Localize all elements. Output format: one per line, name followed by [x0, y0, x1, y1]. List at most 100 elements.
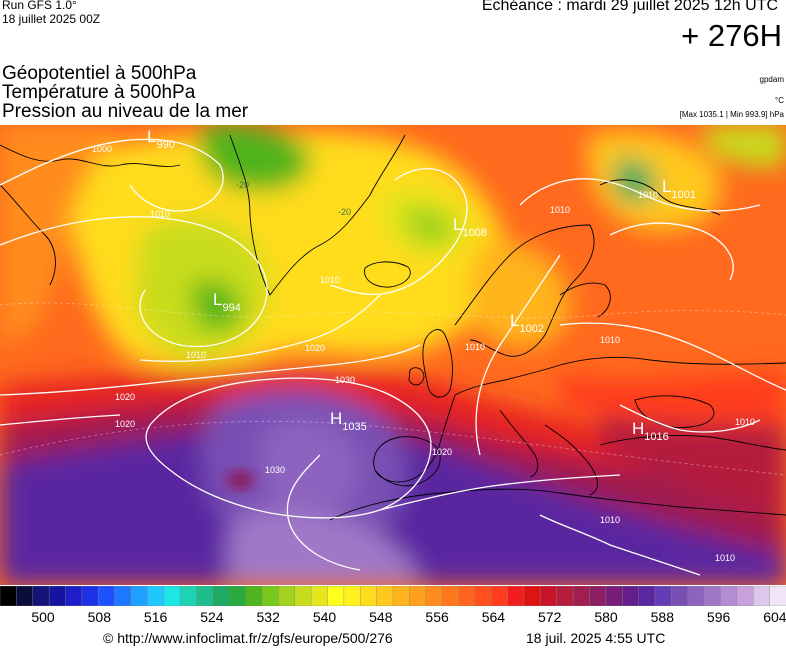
isobar-label: 1010 [638, 190, 658, 200]
scale-swatch [605, 586, 623, 606]
scale-swatch [81, 586, 99, 606]
isobar-label: 1010 [600, 335, 620, 345]
isobar-label: 1020 [115, 392, 135, 402]
temperature-label: -20 [236, 180, 249, 190]
scale-swatch [294, 586, 312, 606]
scale-swatch [392, 586, 411, 606]
scale-swatch [196, 586, 214, 606]
scale-swatch [114, 586, 132, 606]
scale-swatch [507, 586, 525, 606]
scale-swatch [261, 586, 280, 606]
echeance-label: Échéance : mardi 29 juillet 2025 12h UTC [481, 0, 778, 14]
scale-labels: 500 508 516 524 532 540 548 556 564 572 580 588 596 6… [0, 609, 786, 627]
scale-swatch [310, 586, 329, 606]
low-center-4: L1001 [662, 177, 696, 201]
scale-swatch [654, 586, 673, 606]
scale-swatch [491, 586, 509, 606]
isobar-label: 1010 [465, 342, 485, 352]
lead-time: + 276H [681, 18, 782, 53]
scale-swatch [441, 586, 460, 606]
scale-swatch [163, 586, 181, 606]
scale-swatch [458, 586, 476, 606]
scale-swatch [703, 586, 722, 606]
unit-celsius: °C [775, 96, 784, 105]
scale-swatch [425, 586, 443, 606]
scale-swatch [572, 586, 591, 606]
max-min-pressure: [Max 1035.1 | Min 993.9] hPa [679, 110, 784, 119]
source-url: © http://www.infoclimat.fr/z/gfs/europe/… [103, 630, 393, 646]
isobar-label: 1020 [432, 447, 452, 457]
scale-label: 548 [369, 609, 393, 625]
isobar-label: 1010 [320, 275, 340, 285]
scale-swatch [556, 586, 574, 606]
scale-swatch [671, 586, 689, 606]
scale-swatch [98, 586, 116, 606]
color-scale [0, 586, 786, 606]
isobar-label: 1010 [550, 205, 570, 215]
low-center-5: L1002 [510, 311, 544, 335]
high-center-2: H1016 [632, 419, 669, 443]
title-geopotential: Géopotentiel à 500hPa [2, 63, 197, 84]
scale-swatch [474, 586, 492, 606]
isobar-label: 1000 [92, 144, 112, 154]
scale-swatch [245, 586, 263, 606]
run-label: Run GFS 1.0° [2, 0, 77, 12]
isobar-label: 1010 [600, 515, 620, 525]
title-temperature: Température à 500hPa [2, 82, 196, 103]
scale-label: 500 [31, 609, 55, 625]
scale-swatch [16, 586, 34, 606]
scale-swatch [48, 586, 67, 606]
isobar-label: 1020 [305, 343, 325, 353]
scale-swatch [179, 586, 198, 606]
scale-label: 588 [650, 609, 674, 625]
scale-swatch [540, 586, 558, 606]
isobar-label: 1010 [735, 417, 755, 427]
isobar-label: 1010 [186, 350, 206, 360]
high-center-1: H1035 [330, 409, 367, 433]
isobar-label: 1030 [265, 465, 285, 475]
title-pressure: Pression au niveau de la mer [2, 101, 249, 122]
scale-swatch [376, 586, 394, 606]
scale-swatch [130, 586, 149, 606]
scale-swatch [32, 586, 50, 606]
scale-label: 596 [706, 609, 731, 625]
isobar-label: 1030 [335, 375, 355, 385]
scale-swatch [589, 586, 607, 606]
scale-swatch [147, 586, 165, 606]
scale-swatch [720, 586, 738, 606]
low-center-3: L994 [213, 290, 241, 314]
scale-swatch [409, 586, 427, 606]
scale-swatch [0, 586, 18, 606]
scale-label: 532 [256, 609, 280, 625]
scale-label: 580 [594, 609, 618, 625]
scale-swatch [523, 586, 542, 606]
forecast-map: H1035 H1016 L990 L1008 L994 L1001 L1002 … [0, 125, 786, 585]
scale-swatch [622, 586, 640, 606]
scale-label: 564 [481, 609, 506, 625]
scale-swatch [360, 586, 378, 606]
low-center-2: L1008 [453, 215, 487, 239]
scale-swatch [343, 586, 361, 606]
scale-swatch [327, 586, 345, 606]
scale-label: 604 [763, 609, 786, 625]
scale-label: 556 [425, 609, 449, 625]
scale-swatch [736, 586, 754, 606]
scale-label: 508 [87, 609, 111, 625]
temperature-label: -20 [338, 207, 351, 217]
isobar-label: 1020 [115, 419, 135, 429]
scale-swatch [638, 586, 656, 606]
scale-label: 572 [538, 609, 562, 625]
scale-swatch [212, 586, 230, 606]
scale-swatch [229, 586, 247, 606]
scale-swatch [687, 586, 705, 606]
scale-label: 516 [143, 609, 168, 625]
scale-label: 524 [200, 609, 224, 625]
issue-date: 18 juil. 2025 4:55 UTC [526, 630, 666, 646]
unit-gpdam: gpdam [759, 75, 784, 84]
scale-swatch [65, 586, 83, 606]
isobar-label: 1010 [150, 209, 170, 219]
scale-label: 540 [312, 609, 337, 625]
low-center-1: L990 [147, 127, 175, 151]
isobar-label: 1010 [715, 553, 735, 563]
run-date: 18 juillet 2025 00Z [2, 12, 101, 26]
